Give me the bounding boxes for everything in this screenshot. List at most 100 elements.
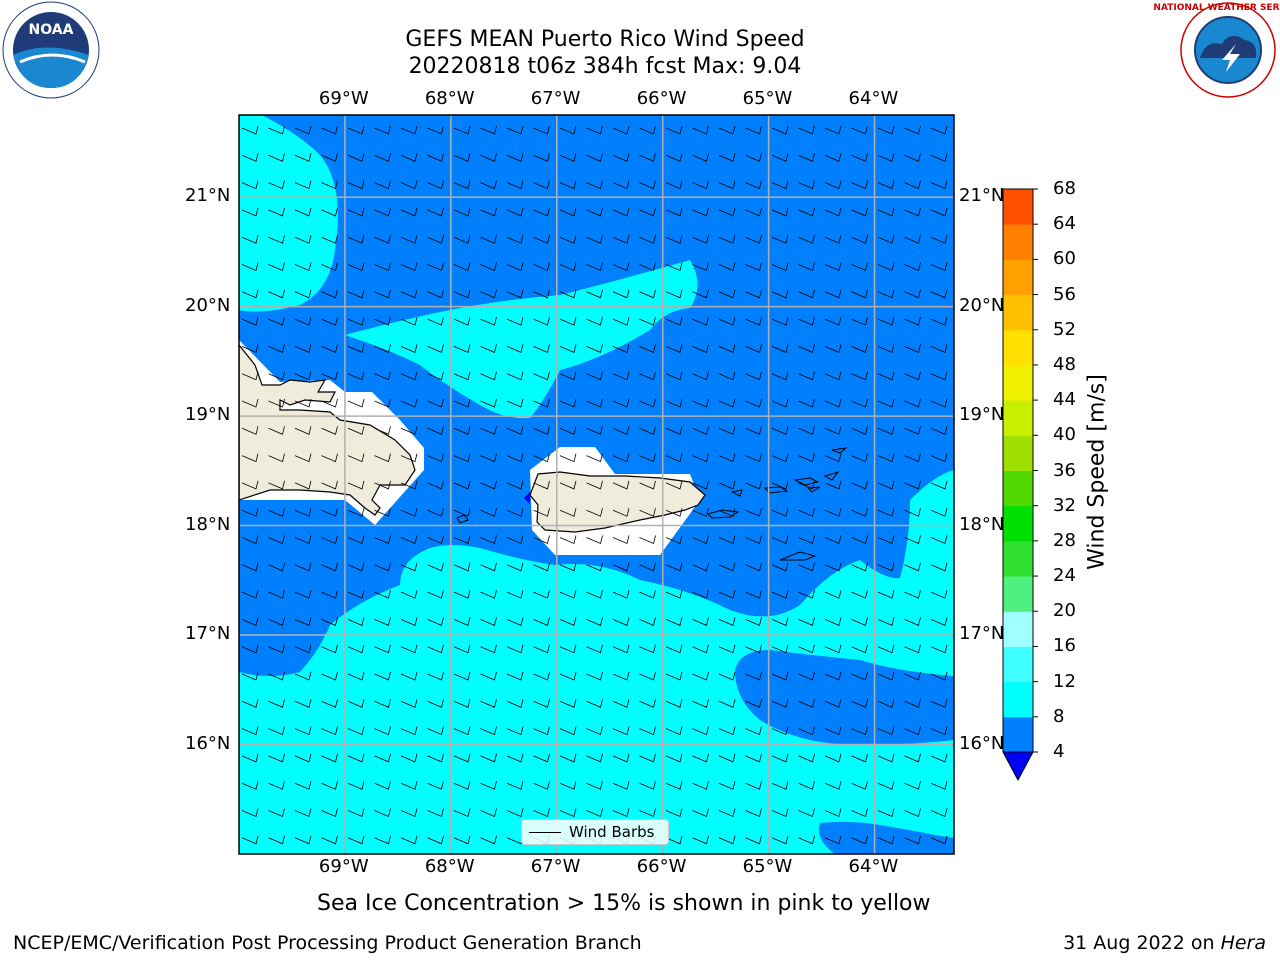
wind-barb	[427, 207, 444, 217]
wind-barb	[612, 289, 630, 299]
wind-barb	[559, 590, 577, 599]
wind-barb	[904, 726, 921, 736]
wind-barb	[745, 726, 762, 736]
wind-barb	[771, 180, 789, 190]
wind-barb	[665, 262, 683, 272]
wind-barb	[877, 207, 895, 217]
wind-barb	[374, 753, 391, 763]
wind-barb	[294, 153, 312, 162]
wind-barb	[930, 398, 948, 408]
wind-fill-cyan-nw	[239, 115, 338, 312]
wind-barb	[427, 726, 444, 736]
wind-barb	[268, 289, 285, 299]
wind-barb	[877, 235, 895, 244]
wind-barb	[718, 398, 736, 408]
wind-barb	[400, 835, 418, 845]
wind-barb	[480, 781, 497, 790]
wind-barb	[692, 726, 709, 736]
wind-barb	[745, 317, 762, 326]
colorbar-tick-label: 12	[1053, 670, 1076, 692]
wind-barb	[824, 590, 842, 599]
wind-barb	[877, 344, 895, 353]
wind-barb	[718, 289, 736, 299]
wind-barb	[877, 699, 895, 708]
wind-barb	[798, 262, 815, 272]
wind-barb	[692, 426, 709, 435]
wind-barb	[533, 153, 550, 162]
wind-barb	[718, 508, 736, 517]
wind-barb	[904, 480, 921, 490]
wind-barb	[453, 289, 471, 299]
wind-barb	[745, 180, 762, 190]
wind-barb	[771, 562, 789, 572]
wind-barb	[453, 153, 471, 162]
wind-barb	[877, 562, 895, 572]
wind-barb	[480, 207, 497, 217]
wind-barb	[639, 180, 656, 190]
wind-barb	[692, 508, 709, 517]
wind-barb	[824, 426, 842, 435]
wind-barb	[427, 235, 444, 244]
wind-barb	[480, 699, 497, 708]
wind-fill-cyan-north	[345, 260, 698, 419]
wind-barb	[294, 262, 312, 272]
wind-barb	[877, 535, 895, 545]
wind-barb	[347, 835, 365, 845]
wind-barb	[930, 371, 948, 381]
wind-barb	[559, 398, 577, 408]
wind-barb	[904, 644, 921, 654]
wind-barb	[798, 453, 815, 463]
wind-barb	[480, 726, 497, 736]
wind-barb	[294, 590, 312, 599]
wind-barb	[533, 808, 550, 818]
wind-barb	[718, 644, 736, 654]
wind-barb	[904, 753, 921, 763]
wind-barb	[771, 207, 789, 217]
wind-barb	[321, 371, 338, 381]
wind-barb	[241, 808, 259, 818]
wind-barb	[851, 508, 868, 517]
wind-barb	[453, 398, 471, 408]
wind-barb	[586, 781, 603, 790]
wind-barb	[506, 125, 524, 135]
wind-barb	[241, 590, 259, 599]
wind-barb	[904, 535, 921, 545]
colorbar-tick-label: 20	[1053, 600, 1076, 622]
wind-barb	[851, 644, 868, 654]
wind-barb	[506, 644, 524, 654]
wind-barb	[798, 180, 815, 190]
wind-barb	[480, 153, 497, 162]
wind-barb	[400, 289, 418, 299]
wind-barb	[533, 726, 550, 736]
wind-barb	[347, 180, 365, 190]
wind-barb	[241, 426, 259, 435]
wind-barb	[453, 726, 471, 736]
wind-barb	[745, 480, 762, 490]
wind-barb	[374, 562, 391, 572]
wind-barb	[241, 262, 259, 272]
wind-barb	[321, 535, 338, 545]
wind-barb	[904, 262, 921, 272]
wind-barb	[904, 590, 921, 599]
colorbar	[1002, 188, 1038, 782]
lat-label-right: 21°N	[959, 185, 1005, 207]
wind-barb	[904, 317, 921, 326]
wind-barb	[586, 590, 603, 599]
wind-barb	[586, 535, 603, 545]
wind-barb	[533, 235, 550, 244]
wind-barb	[586, 617, 603, 626]
wind-barb	[851, 125, 868, 135]
wind-barb	[321, 508, 338, 517]
wind-barb	[745, 835, 762, 845]
wind-barb	[639, 699, 656, 708]
wind-barb	[294, 508, 312, 517]
wind-barb	[480, 617, 497, 626]
wind-barb	[559, 153, 577, 162]
wind-barb	[718, 371, 736, 381]
wind-barb	[692, 398, 709, 408]
colorbar-tick-label: 4	[1053, 741, 1065, 762]
wind-barb	[639, 453, 656, 463]
wind-barb	[347, 562, 365, 572]
wind-barb	[877, 289, 895, 299]
wind-barb	[559, 426, 577, 435]
